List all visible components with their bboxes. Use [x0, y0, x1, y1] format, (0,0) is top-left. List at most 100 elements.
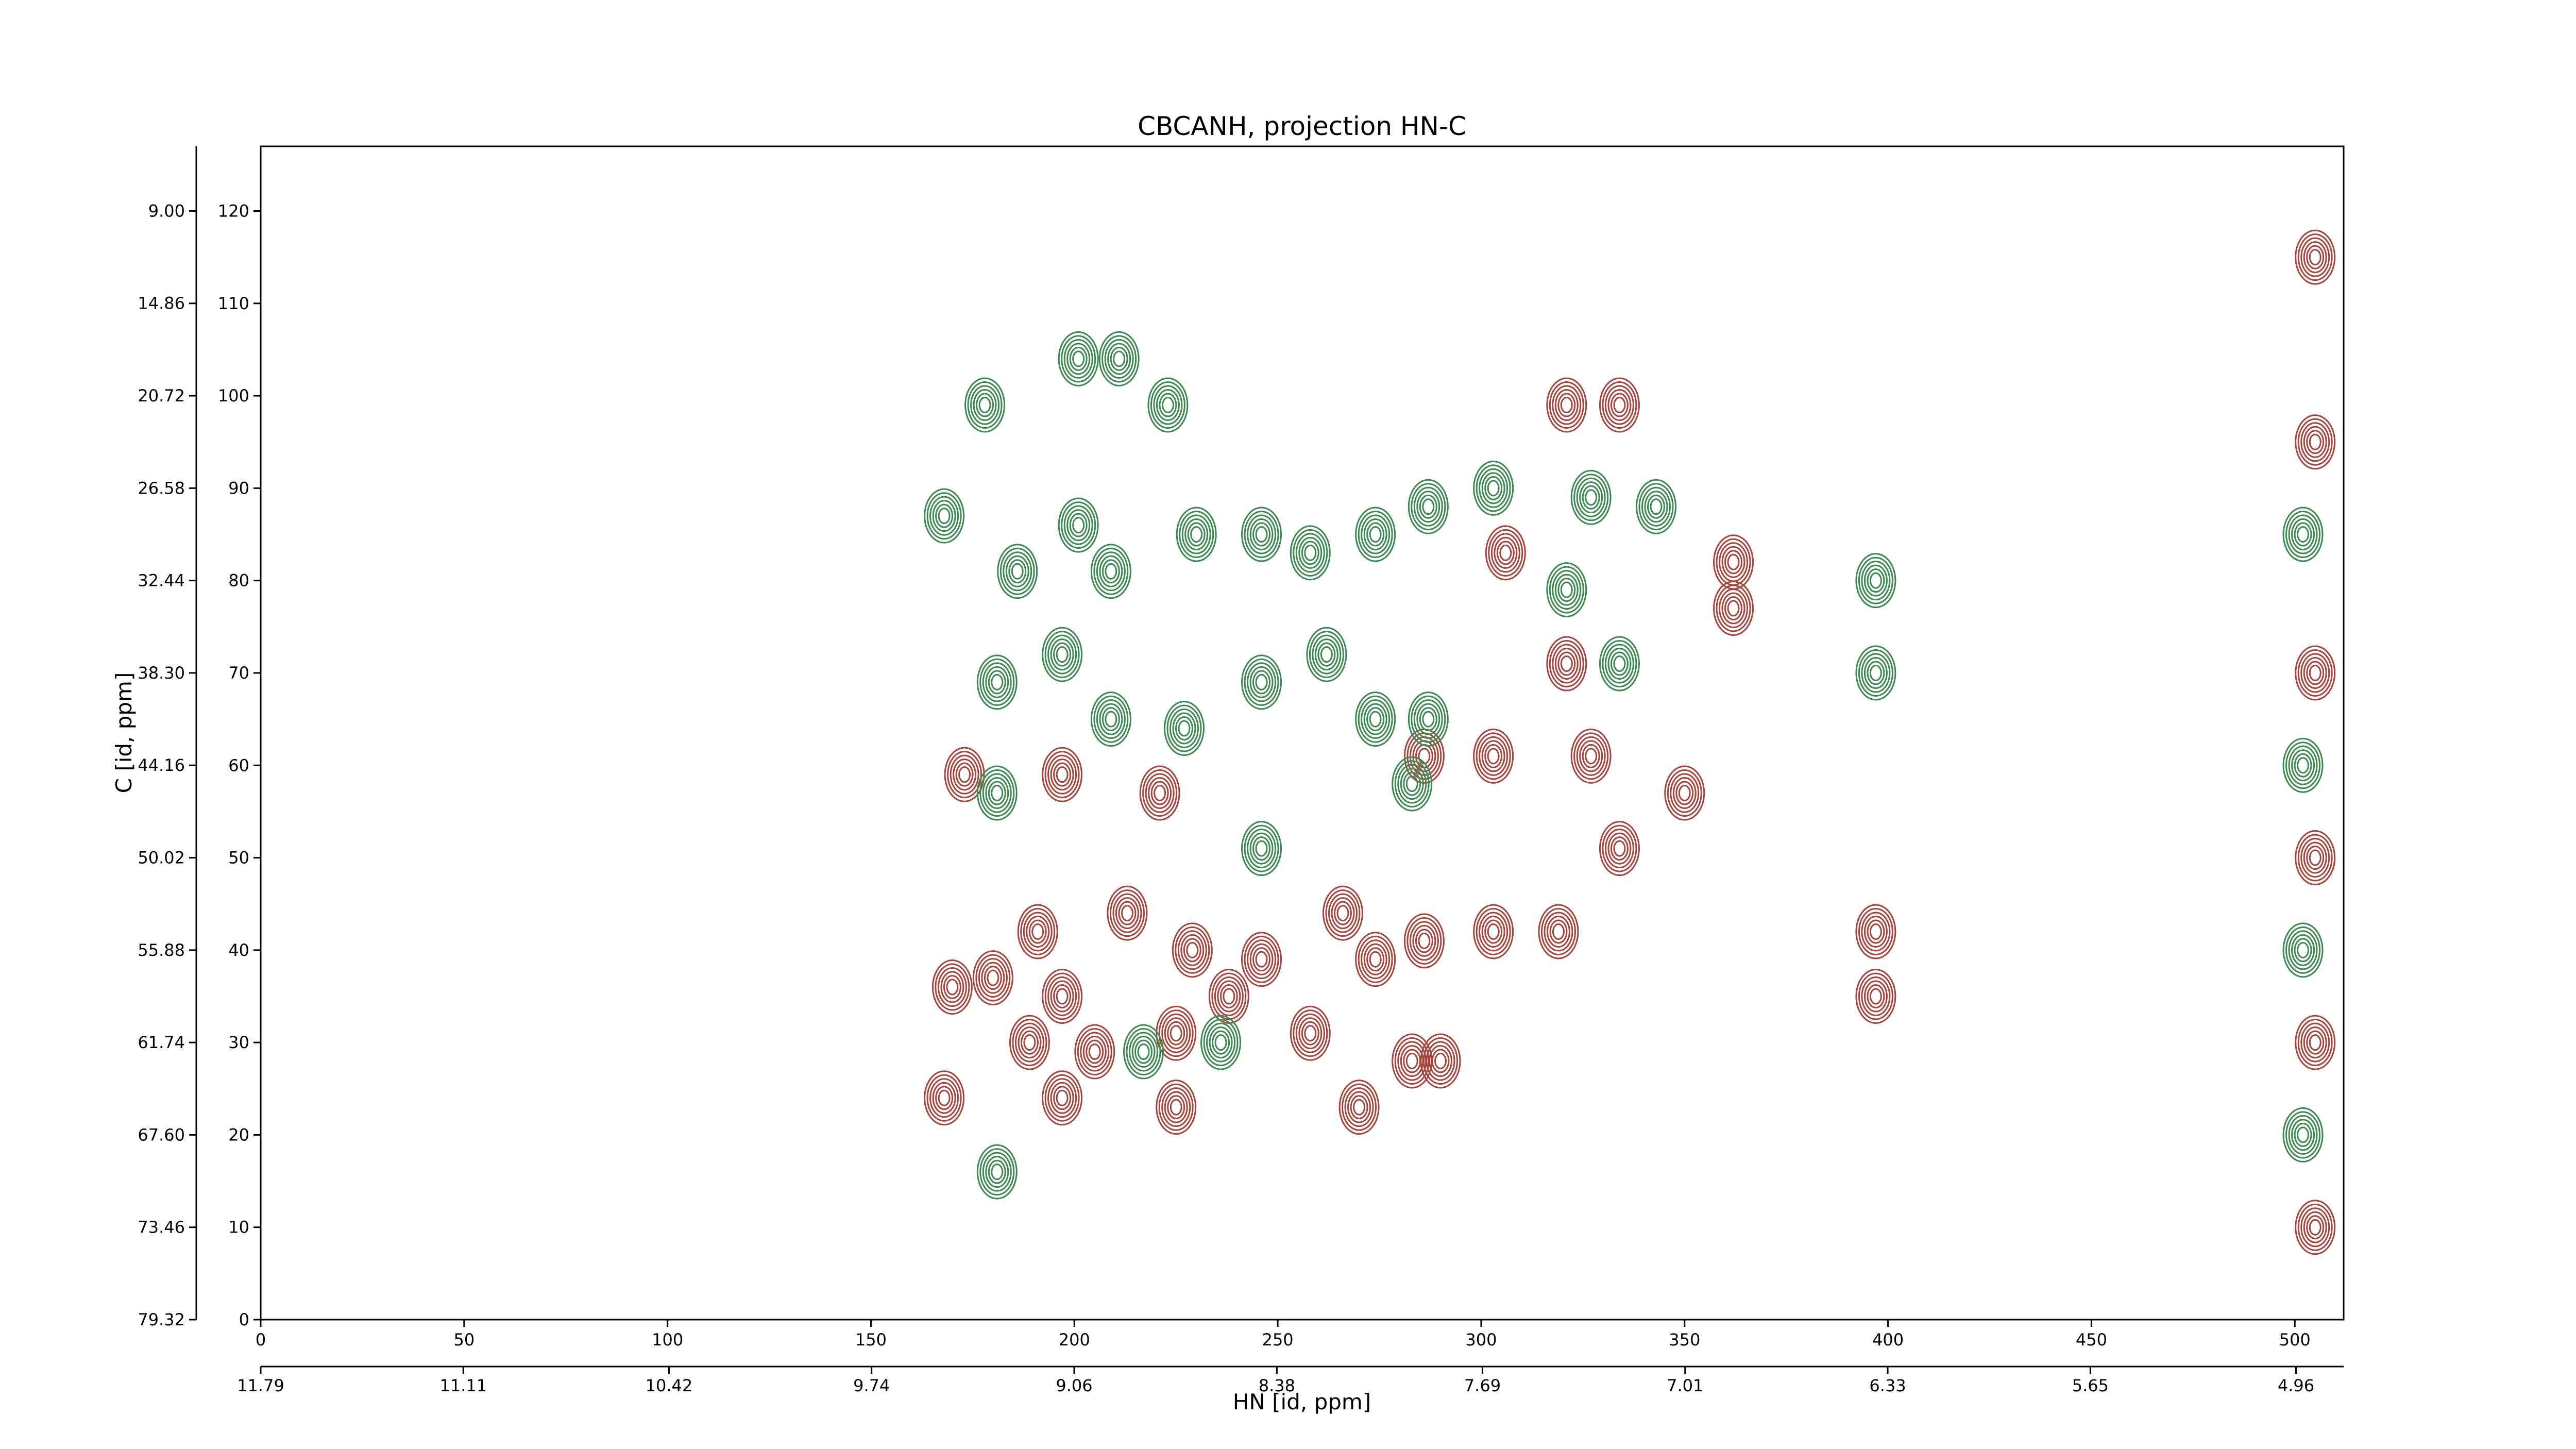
y2-tick-label: 44.16	[138, 755, 185, 775]
contour-level	[988, 670, 1006, 695]
contour-level	[2294, 753, 2312, 778]
contour-level	[1869, 923, 1882, 940]
peak-contour	[1538, 904, 1579, 959]
contour-level	[1086, 1039, 1104, 1064]
y2-tick-label: 9.00	[148, 201, 185, 221]
contour-level	[1488, 529, 1523, 577]
contour-level	[2291, 934, 2315, 966]
y-tick-label: 100	[218, 386, 249, 406]
contour-level	[1869, 664, 1882, 681]
x2-tick-label: 7.01	[1667, 1376, 1703, 1395]
contour-level	[991, 1164, 1004, 1181]
contour-level	[2297, 233, 2333, 281]
chart-title: CBCANH, projection HN-C	[1138, 111, 1466, 141]
contour-level	[1139, 765, 1180, 821]
contour-level	[1005, 555, 1029, 587]
contour-level	[1647, 494, 1665, 519]
contour-level	[1405, 1052, 1418, 1069]
contour-level	[1494, 536, 1518, 569]
contour-level	[1549, 640, 1584, 688]
contour-level	[979, 1148, 1015, 1196]
contour-level	[1074, 1024, 1115, 1080]
contour-level	[1170, 1025, 1182, 1042]
contour-level	[2295, 645, 2336, 701]
contour-level	[978, 958, 1008, 998]
contour-level	[953, 759, 977, 791]
y-tick-label: 40	[228, 940, 249, 960]
contour-level	[938, 508, 951, 525]
contour-level	[1408, 692, 1449, 747]
contour-level	[1293, 529, 1328, 577]
contour-level	[1363, 703, 1387, 735]
contour-level	[1290, 1005, 1331, 1061]
contour-level	[1573, 732, 1609, 780]
contour-level	[1355, 692, 1396, 747]
contour-level	[1485, 525, 1526, 581]
contour-level	[1061, 501, 1096, 549]
contour-level	[929, 1078, 959, 1118]
contour-level	[1104, 339, 1134, 379]
contour-level	[1209, 1026, 1233, 1059]
contour-level	[2295, 1200, 2336, 1255]
contour-level	[1167, 1095, 1185, 1120]
x2-tick-label: 7.69	[1464, 1376, 1501, 1395]
contour-level	[1644, 491, 1668, 523]
contour-level	[1170, 709, 1199, 749]
x-tick-label: 250	[1262, 1330, 1294, 1350]
contour-level	[1017, 904, 1058, 959]
contour-level	[1206, 1022, 1236, 1063]
contour-level	[1177, 930, 1207, 970]
contour-level	[1184, 518, 1209, 551]
contour-level	[1858, 649, 1893, 697]
contour-level	[1154, 785, 1166, 802]
contour-level	[1050, 980, 1074, 1013]
peak-contour	[1156, 1080, 1197, 1135]
contour-level	[1863, 656, 1888, 689]
contour-level	[1042, 968, 1083, 1024]
x2-tick-label: 8.38	[1259, 1376, 1295, 1395]
contour-level	[1361, 514, 1391, 554]
contour-level	[2309, 849, 2321, 866]
contour-level	[1145, 773, 1175, 813]
contour-level	[1570, 728, 1612, 784]
x-axis-label: HN [id, ppm]	[1233, 1389, 1371, 1414]
x-tick-label: 400	[1872, 1330, 1904, 1350]
contour-level	[1077, 1028, 1112, 1076]
contour-level	[1069, 346, 1088, 371]
contour-level	[1409, 921, 1439, 961]
contour-level	[1413, 699, 1443, 739]
contour-level	[2303, 1026, 2327, 1059]
peak-contour	[2282, 922, 2324, 978]
contour-level	[1863, 915, 1888, 948]
plot-area	[924, 229, 2336, 1255]
peak-contour	[972, 950, 1013, 1006]
peak-contour	[1570, 728, 1612, 784]
contour-level	[1156, 1005, 1197, 1061]
y2-tick-label: 73.46	[138, 1218, 185, 1237]
contour-level	[2295, 1015, 2336, 1070]
contour-level	[1107, 343, 1131, 375]
y2-tick-label: 55.88	[138, 940, 185, 960]
contour-level	[1053, 1086, 1072, 1110]
peak-contour	[924, 1070, 965, 1126]
x2-tick-label: 9.06	[1056, 1376, 1092, 1395]
contour-level	[2309, 433, 2321, 450]
contour-level	[976, 1144, 1018, 1200]
contour-level	[1599, 636, 1640, 692]
contour-level	[2306, 1215, 2325, 1240]
peak-contour	[1241, 821, 1282, 877]
contour-level	[1422, 711, 1435, 728]
contour-level	[2282, 1107, 2324, 1162]
contour-level	[1018, 1026, 1042, 1059]
contour-level	[1187, 522, 1206, 547]
contour-level	[1112, 893, 1142, 933]
peak-contour	[1355, 507, 1396, 562]
contour-level	[1249, 943, 1274, 975]
contour-level	[1247, 939, 1277, 980]
peak-contour	[2295, 830, 2336, 886]
contour-level	[2291, 749, 2315, 782]
peak-contour	[1473, 904, 1514, 959]
peak-contour	[1355, 692, 1396, 747]
x2-tick-label: 5.65	[2072, 1376, 2109, 1395]
